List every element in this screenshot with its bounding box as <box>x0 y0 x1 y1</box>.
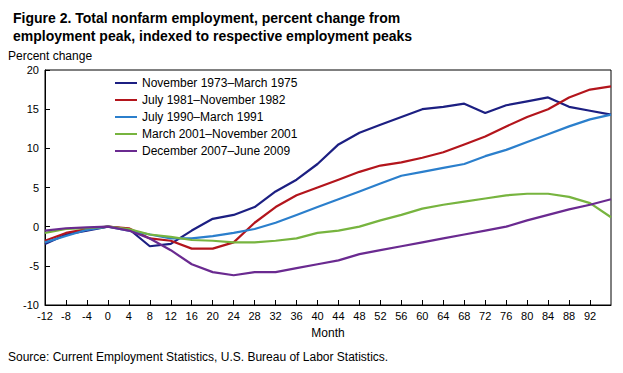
svg-text:88: 88 <box>563 310 575 322</box>
svg-text:March 2001–November 2001: March 2001–November 2001 <box>142 127 298 141</box>
svg-text:64: 64 <box>437 310 449 322</box>
svg-text:-12: -12 <box>37 310 53 322</box>
svg-text:44: 44 <box>332 310 344 322</box>
svg-text:40: 40 <box>311 310 323 322</box>
svg-text:56: 56 <box>395 310 407 322</box>
svg-text:80: 80 <box>521 310 533 322</box>
svg-text:November 1973–March 1975: November 1973–March 1975 <box>142 76 298 90</box>
svg-text:-5: -5 <box>29 260 39 272</box>
svg-text:Source: Current Employment Sta: Source: Current Employment Statistics, U… <box>8 350 388 364</box>
svg-text:4: 4 <box>126 310 132 322</box>
svg-text:5: 5 <box>33 182 39 194</box>
svg-text:15: 15 <box>27 103 39 115</box>
svg-text:12: 12 <box>165 310 177 322</box>
svg-text:10: 10 <box>27 142 39 154</box>
svg-text:52: 52 <box>374 310 386 322</box>
svg-text:20: 20 <box>207 310 219 322</box>
svg-text:0: 0 <box>33 221 39 233</box>
svg-text:60: 60 <box>416 310 428 322</box>
svg-text:-10: -10 <box>23 299 39 311</box>
svg-text:December 2007–June 2009: December 2007–June 2009 <box>142 144 290 158</box>
svg-text:8: 8 <box>147 310 153 322</box>
svg-text:32: 32 <box>269 310 281 322</box>
svg-text:68: 68 <box>458 310 470 322</box>
svg-text:72: 72 <box>479 310 491 322</box>
svg-text:Month: Month <box>311 326 344 340</box>
svg-text:28: 28 <box>249 310 261 322</box>
svg-text:-8: -8 <box>61 310 71 322</box>
svg-text:Figure 2. Total nonfarm employ: Figure 2. Total nonfarm employment, perc… <box>13 10 404 26</box>
svg-text:July 1990–March 1991: July 1990–March 1991 <box>142 110 264 124</box>
svg-text:84: 84 <box>542 310 554 322</box>
svg-text:36: 36 <box>290 310 302 322</box>
svg-text:Percent change: Percent change <box>8 49 92 63</box>
svg-text:0: 0 <box>105 310 111 322</box>
svg-text:24: 24 <box>228 310 240 322</box>
svg-text:July 1981–November 1982: July 1981–November 1982 <box>142 93 286 107</box>
svg-text:92: 92 <box>584 310 596 322</box>
svg-text:76: 76 <box>500 310 512 322</box>
svg-text:employment peak, indexed to re: employment peak, indexed to respective e… <box>13 28 412 44</box>
svg-text:20: 20 <box>27 64 39 76</box>
svg-text:16: 16 <box>186 310 198 322</box>
svg-text:-4: -4 <box>82 310 92 322</box>
svg-text:48: 48 <box>353 310 365 322</box>
